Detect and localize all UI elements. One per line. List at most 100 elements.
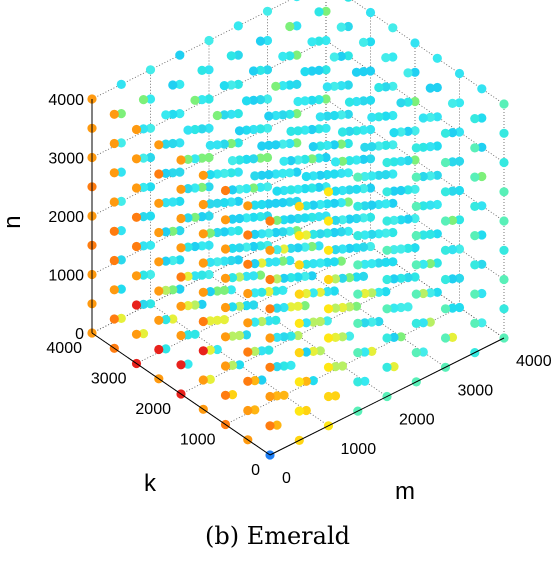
data-point [198, 316, 208, 327]
data-point [109, 197, 119, 207]
data-point [286, 214, 296, 224]
data-point [454, 215, 465, 225]
data-point [322, 316, 332, 326]
data-point [176, 301, 186, 311]
data-point [279, 361, 289, 371]
data-point [227, 331, 238, 341]
data-point [410, 243, 420, 253]
axis-line-k [91, 332, 271, 456]
data-point [293, 301, 303, 311]
data-point [257, 316, 267, 327]
data-point [381, 199, 391, 209]
data-point [374, 316, 384, 327]
data-point [360, 230, 370, 240]
data-point [293, 213, 303, 224]
data-point [323, 304, 334, 314]
data-point [322, 140, 332, 150]
data-point [250, 405, 260, 415]
data-point [389, 332, 399, 342]
data-point [109, 255, 119, 266]
data-point [314, 65, 324, 75]
data-point [272, 391, 282, 401]
data-point [440, 187, 451, 197]
data-point [168, 314, 178, 324]
data-point [168, 197, 178, 207]
data-point [204, 211, 214, 221]
data-point [286, 126, 296, 136]
data-point [388, 81, 398, 91]
data-point [226, 168, 236, 178]
tick-label-k: 1000 [180, 432, 216, 449]
tick-label-m: 1000 [341, 441, 377, 458]
data-point [265, 304, 275, 314]
data-point [294, 201, 304, 211]
data-point [116, 196, 126, 206]
data-point [353, 260, 363, 270]
data-point [389, 245, 399, 255]
data-point [205, 140, 215, 150]
data-point [234, 126, 245, 136]
data-point [374, 199, 384, 210]
data-point [154, 257, 164, 267]
data-point [116, 79, 126, 89]
data-point [388, 257, 398, 267]
data-point [264, 316, 274, 326]
data-point [255, 65, 266, 75]
data-point [440, 304, 451, 314]
data-point [279, 156, 289, 166]
data-point [220, 185, 231, 196]
data-point [234, 155, 245, 165]
data-point [204, 94, 214, 104]
data-point [381, 257, 391, 267]
data-point [329, 110, 339, 121]
data-point [337, 215, 348, 225]
data-point [183, 242, 193, 252]
tick-label-k: 4000 [46, 340, 82, 357]
data-point [198, 258, 208, 268]
data-point [278, 168, 288, 178]
data-point [197, 299, 207, 309]
data-point [351, 272, 362, 282]
data-point [197, 241, 207, 251]
data-point [219, 256, 229, 266]
data-point [447, 157, 458, 167]
data-point [204, 240, 214, 250]
data-point [168, 285, 178, 295]
data-point [308, 200, 318, 210]
data-point [265, 362, 275, 372]
data-point [353, 377, 363, 387]
data-point [265, 274, 275, 285]
data-point [198, 199, 208, 210]
data-point [271, 110, 281, 121]
data-point [382, 333, 392, 343]
data-point [257, 229, 267, 239]
data-point [389, 215, 399, 225]
data-point [344, 214, 355, 224]
data-point [286, 156, 296, 166]
data-point [344, 273, 355, 283]
data-point [425, 317, 435, 327]
data-point [396, 98, 406, 108]
data-point [329, 198, 339, 208]
data-point [176, 272, 186, 282]
data-point [454, 127, 465, 137]
data-point [337, 244, 348, 254]
data-point [367, 171, 377, 181]
data-point [418, 259, 428, 269]
data-point [190, 124, 200, 135]
data-point [360, 347, 370, 357]
data-point [389, 303, 399, 313]
data-point [226, 197, 236, 207]
data-point [307, 241, 317, 252]
data-point [343, 80, 353, 90]
data-point [205, 170, 215, 180]
data-point [154, 315, 164, 325]
data-point [233, 109, 243, 119]
data-point [145, 152, 156, 163]
data-point [374, 258, 384, 268]
data-point [301, 376, 311, 386]
data-point [241, 242, 252, 252]
data-point [212, 286, 222, 296]
